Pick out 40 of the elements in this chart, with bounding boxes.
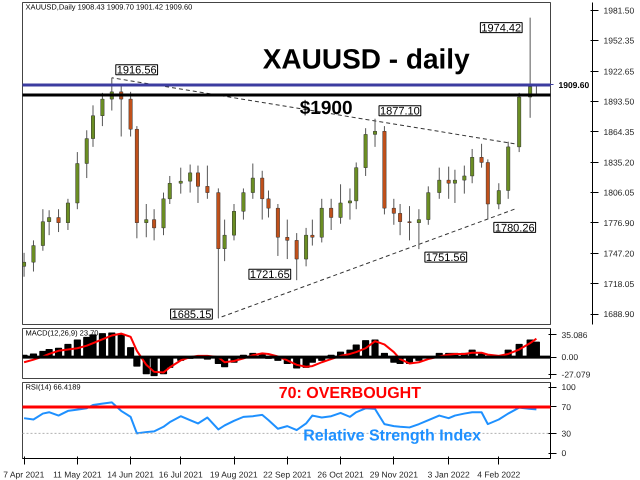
x-tick-label: 7 Apr 2021 [3,470,45,480]
y-tick-label: 1922.65 [604,66,634,76]
x-tick-label: 26 Oct 2021 [317,470,364,480]
annotation: 1916.56 [116,64,157,77]
x-tick-label: 29 Nov 2021 [370,470,418,480]
y-tick-label: 0 [562,448,566,458]
y-tick-label: 1688.90 [604,309,634,320]
x-tick-label: 19 Aug 2021 [210,470,258,480]
y-tick-label: 0.00 [562,352,578,362]
ref-line-label: $1900 [300,98,353,119]
ref-line-label: 1909.60 [558,80,590,90]
x-tick-label: 11 May 2021 [53,470,102,480]
x-tick-label: 14 Jun 2021 [107,470,154,480]
annotation: 1721.65 [250,269,290,282]
annotation: 1877.10 [380,106,420,118]
annotation: 1780.26 [494,222,535,234]
y-tick-label: 1835.20 [604,157,634,168]
annotation: 1685.15 [172,309,212,322]
y-tick-label: 1952.35 [604,36,634,46]
annotation: Relative Strength Index [303,428,482,444]
y-tick-label: -27.079 [562,369,591,380]
text: XAUUSD - daily [262,44,470,74]
annotation: 1751.56 [426,252,466,264]
y-tick-label: 1893.50 [604,96,634,107]
y-tick-label: 1776.90 [604,218,634,228]
y-tick-label: 35.086 [562,330,588,340]
y-tick-label: 1718.05 [604,278,634,289]
y-tick-label: 1864.35 [604,126,634,137]
y-tick-label: 30 [562,428,572,438]
y-tick-label: 70 [562,402,572,412]
x-tick-label: 4 Feb 2022 [477,470,521,480]
y-tick-label: 1747.20 [604,248,634,259]
annotation: 1974.42 [481,22,522,35]
y-tick-label: 1981.50 [604,5,634,16]
ref-line-label: 70: OVERBOUGHT [278,384,422,402]
x-tick-label: 3 Jan 2022 [428,470,470,480]
y-tick-label: 100 [562,382,576,392]
x-tick-label: 16 Jul 2021 [158,470,203,480]
y-tick-label: 1806.05 [604,188,634,198]
x-tick-label: 22 Sep 2021 [263,470,312,480]
